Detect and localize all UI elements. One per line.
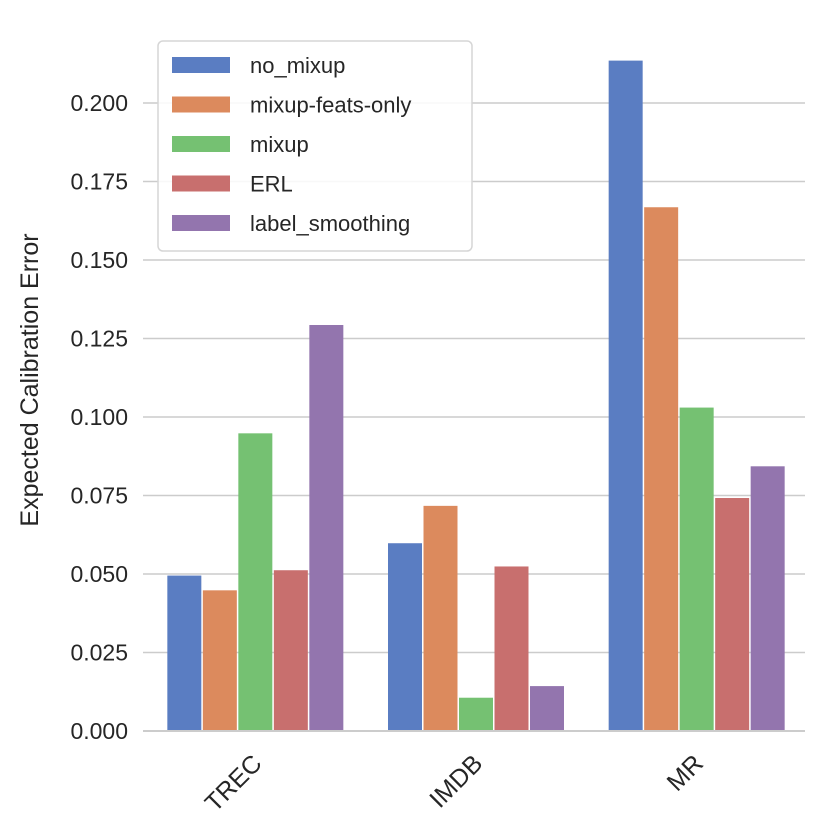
y-tick-label: 0.150 bbox=[70, 247, 128, 273]
bar-ERL-TREC bbox=[273, 570, 308, 731]
y-tick-label: 0.100 bbox=[70, 404, 128, 430]
legend-swatch bbox=[172, 57, 230, 73]
legend-label: no_mixup bbox=[250, 53, 345, 78]
legend-swatch bbox=[172, 215, 230, 231]
bar-no_mixup-IMDB bbox=[388, 543, 422, 731]
y-tick-label: 0.000 bbox=[70, 718, 128, 744]
legend-label: mixup-feats-only bbox=[250, 93, 411, 118]
bar-ERL-IMDB bbox=[494, 566, 529, 731]
bar-label_smoothing-TREC bbox=[309, 324, 344, 731]
y-tick-label: 0.075 bbox=[70, 483, 128, 509]
bar-mixup-feats-only-IMDB bbox=[423, 505, 458, 731]
legend-label: mixup bbox=[250, 132, 309, 157]
y-tick-label: 0.200 bbox=[70, 90, 128, 116]
bar-mixup-feats-only-TREC bbox=[202, 590, 237, 731]
x-tick-label: IMDB bbox=[424, 749, 488, 813]
legend-swatch bbox=[172, 136, 230, 152]
y-axis-label: Expected Calibration Error bbox=[16, 233, 44, 526]
bar-no_mixup-MR bbox=[608, 60, 643, 732]
y-tick-label: 0.025 bbox=[70, 640, 128, 666]
bar-mixup-feats-only-MR bbox=[644, 207, 679, 732]
bar-mixup-MR bbox=[679, 407, 714, 731]
bars bbox=[167, 60, 785, 732]
bar-label_smoothing-MR bbox=[750, 466, 785, 731]
legend-swatch bbox=[172, 96, 230, 113]
legend-label: label_smoothing bbox=[250, 211, 410, 236]
legend-box bbox=[157, 40, 473, 252]
bar-ERL-MR bbox=[715, 498, 750, 731]
legend: no_mixup mixup-feats-only mixup ERL label_sm… bbox=[157, 40, 473, 252]
bar-mixup-TREC bbox=[238, 433, 273, 731]
bar-mixup-IMDB bbox=[459, 697, 493, 731]
bar-no_mixup-TREC bbox=[167, 575, 202, 731]
y-tick-label: 0.050 bbox=[70, 561, 128, 587]
x-tick-label: TREC bbox=[200, 749, 268, 817]
legend-label: ERL bbox=[250, 172, 293, 197]
bar-label_smoothing-IMDB bbox=[530, 686, 564, 731]
x-tick-label: MR bbox=[662, 749, 709, 796]
y-tick-label: 0.125 bbox=[70, 326, 128, 352]
y-tick-label: 0.175 bbox=[70, 169, 128, 195]
legend-swatch bbox=[172, 175, 230, 192]
